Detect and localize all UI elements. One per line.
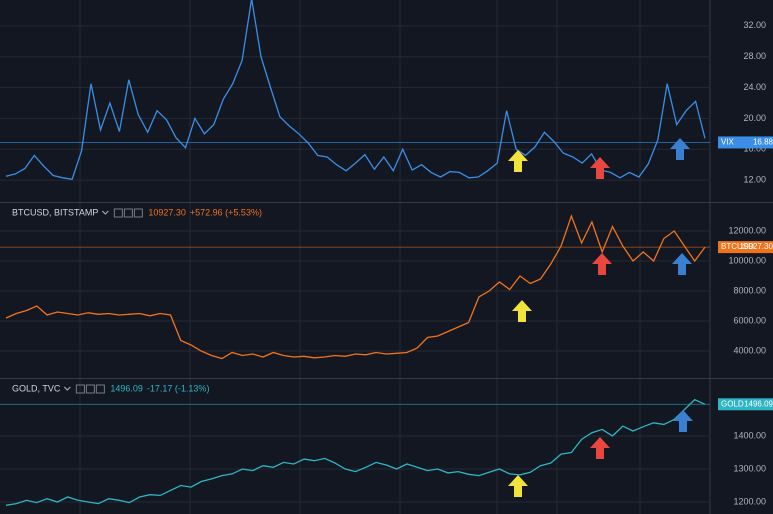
price-line [5,0,706,181]
y-tick-label: 12.00 [743,174,766,184]
price-line [5,398,706,506]
pane-button [113,208,123,218]
arrow [670,138,690,160]
y-tick-label: 12000.00 [728,225,766,235]
price-tag-value: 10927.30 [740,242,773,251]
price-tag-symbol: GOLD [721,399,744,408]
dropdown-chevron [101,210,109,215]
price-change: -17.17 (-1.13%) [147,383,210,393]
arrow [672,253,692,275]
dropdown-chevron [64,386,71,391]
price-tag-value: 16.88 [753,138,773,147]
y-tick-label: 28.00 [743,51,766,61]
pane-button [75,384,85,394]
pane-button [95,384,105,394]
price-tag-value: 1496.09 [744,399,773,408]
y-tick-label: 4000.00 [733,345,766,355]
arrow [512,300,532,322]
arrow [590,157,610,179]
y-tick-label: 1300.00 [733,463,766,473]
symbol-title: BTCUSD, BITSTAMP [12,207,98,217]
arrow [508,475,528,497]
y-tick-label: 1400.00 [733,430,766,440]
y-tick-label: 24.00 [743,82,766,92]
price-value: 10927.30 [148,207,186,217]
arrow [590,437,610,459]
price-value: 1496.09 [110,383,143,393]
y-tick-label: 6000.00 [733,315,766,325]
price-line [5,214,706,360]
y-tick-label: 20.00 [743,113,766,123]
price-change: +572.96 (+5.53%) [190,207,262,217]
annotation-arrows [508,138,693,497]
arrow [508,150,528,172]
pane-button [123,208,133,218]
y-tick-label: 10000.00 [728,255,766,265]
price-tag-symbol: BTCUSD [721,242,754,251]
pane-button [85,384,95,394]
price-tag [718,241,773,254]
pane-button [133,208,143,218]
y-tick-label: 32.00 [743,20,766,30]
arrow [673,410,693,432]
price-tag [718,136,773,149]
symbol-title: GOLD, TVC [12,383,61,393]
y-tick-label: 16.00 [743,144,766,154]
arrow [592,253,612,275]
price-tag [718,398,773,411]
price-tag-symbol: VIX [721,138,735,147]
y-tick-label: 1200.00 [733,496,766,506]
y-tick-label: 8000.00 [733,285,766,295]
